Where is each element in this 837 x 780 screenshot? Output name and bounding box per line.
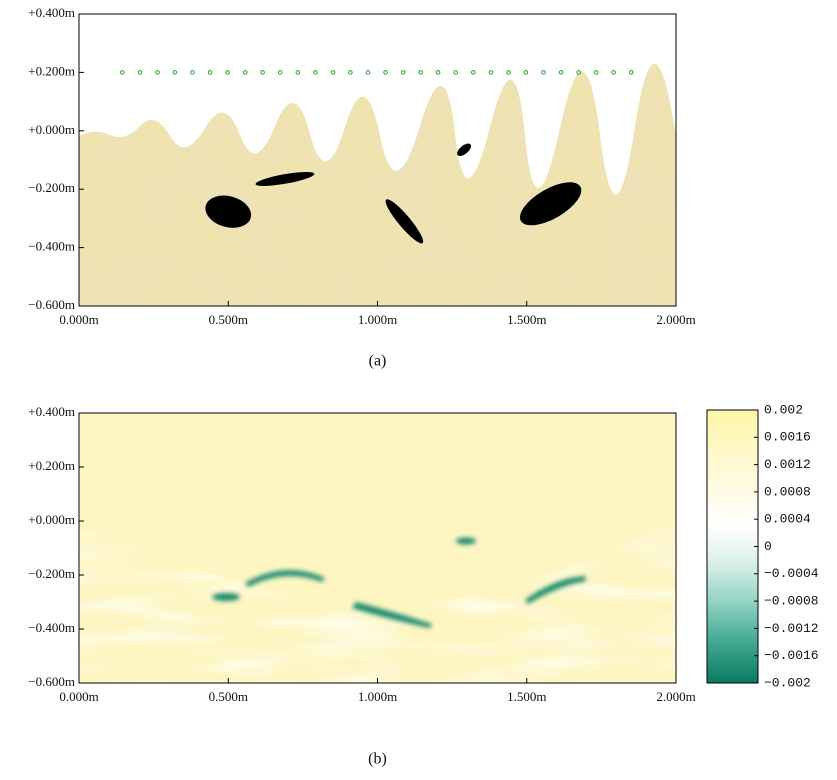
- y-tick-label: +0.400m: [28, 5, 75, 20]
- buried-object: [519, 182, 582, 226]
- receiver: [260, 70, 265, 75]
- receiver: [541, 70, 546, 75]
- receiver: [594, 70, 599, 75]
- receiver: [207, 70, 213, 75]
- receiver: [295, 70, 301, 75]
- receiver: [348, 70, 353, 75]
- buried-object: [205, 195, 252, 228]
- x-tick-label: 0.500m: [209, 312, 248, 327]
- colorbar-tick-label: 0.002: [764, 402, 803, 417]
- soil: [79, 63, 676, 306]
- y-tick-label: −0.200m: [28, 566, 75, 581]
- receiver: [418, 70, 424, 75]
- x-tick-label: 1.000m: [358, 312, 397, 327]
- receiver: [471, 70, 476, 75]
- buried-object: [385, 199, 424, 244]
- receiver: [435, 70, 441, 75]
- receiver: [453, 70, 459, 75]
- receiver: [611, 70, 616, 75]
- colorbar-tick-label: −0.0004: [764, 566, 819, 581]
- field: [79, 413, 676, 683]
- buried-object: [457, 143, 472, 157]
- x-tick-label: 1.500m: [507, 312, 546, 327]
- receiver: [277, 70, 283, 75]
- colorbar-tick-label: 0.0012: [764, 457, 811, 472]
- receiver: [558, 70, 564, 75]
- y-tick-label: −0.600m: [28, 674, 75, 689]
- y-tick-label: +0.200m: [28, 458, 75, 473]
- colorbar-tick-label: −0.0012: [764, 621, 819, 636]
- buried-object: [255, 171, 315, 186]
- colorbar-tick-label: 0: [764, 539, 772, 554]
- colorbar-tick-label: −0.0016: [764, 648, 819, 663]
- y-tick-label: −0.600m: [28, 297, 75, 312]
- receiver: [172, 70, 178, 75]
- receiver: [365, 70, 371, 75]
- y-tick-label: −0.400m: [28, 239, 75, 254]
- receiver: [155, 70, 160, 75]
- receiver: [190, 70, 195, 75]
- colorbar-tick-label: −0.0008: [764, 594, 819, 609]
- x-tick-label: 0.000m: [59, 312, 98, 327]
- receiver: [628, 70, 634, 75]
- y-tick-label: +0.200m: [28, 63, 75, 78]
- receiver: [242, 70, 248, 75]
- receiver: [576, 70, 581, 75]
- y-tick-label: +0.000m: [28, 512, 75, 527]
- receiver: [400, 70, 406, 75]
- y-tick-label: +0.400m: [28, 404, 75, 419]
- y-tick-label: +0.000m: [28, 122, 75, 137]
- y-tick-label: −0.400m: [28, 620, 75, 635]
- x-tick-label: 0.000m: [59, 689, 98, 704]
- x-tick-label: 2.000m: [656, 312, 695, 327]
- receiver: [119, 70, 125, 75]
- receiver: [225, 70, 230, 75]
- x-tick-label: 2.000m: [656, 689, 695, 704]
- objects: [205, 143, 582, 244]
- receiver: [506, 70, 511, 75]
- x-tick-label: 1.000m: [358, 689, 397, 704]
- receiver: [488, 70, 494, 75]
- x-tick-label: 1.500m: [507, 689, 546, 704]
- colorbar-tick-label: 0.0008: [764, 484, 811, 499]
- x-tick-label: 0.500m: [209, 689, 248, 704]
- panel-caption: (a): [369, 353, 387, 370]
- colorbar-tick-label: 0.0004: [764, 512, 811, 527]
- receiver: [523, 70, 529, 75]
- receiver: [330, 70, 336, 75]
- colorbar: [706, 409, 759, 684]
- receiver: [137, 70, 143, 75]
- y-tick-label: −0.200m: [28, 180, 75, 195]
- colorbar-tick-label: 0.0016: [764, 430, 811, 445]
- colorbar-tick-label: −0.002: [764, 675, 811, 690]
- receiver: [313, 70, 318, 75]
- panel-caption: (b): [368, 751, 387, 768]
- receiver: [383, 70, 388, 75]
